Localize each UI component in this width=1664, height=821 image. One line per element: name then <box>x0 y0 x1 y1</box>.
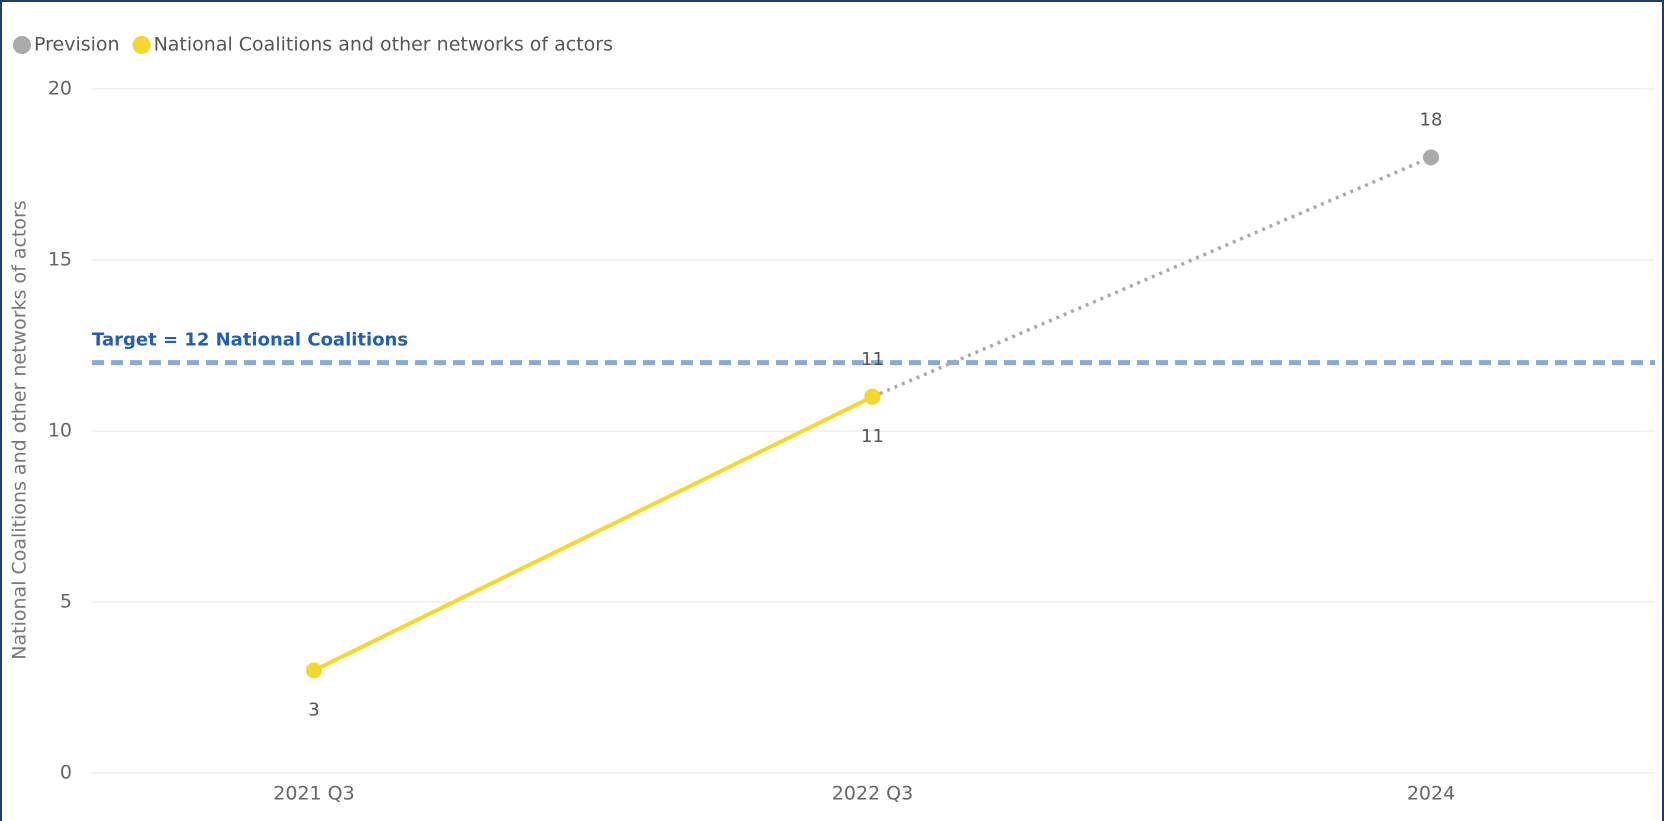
series-line <box>313 395 874 673</box>
y-tick-label: 20 <box>48 78 72 100</box>
y-tick-label: 10 <box>48 420 72 442</box>
y-tick-label: 5 <box>60 591 72 613</box>
data-point <box>306 662 322 679</box>
data-label: 11 <box>861 349 884 370</box>
target-label: Target = 12 National Coalitions <box>92 330 408 351</box>
series-line <box>871 155 1432 399</box>
data-point <box>1423 149 1439 166</box>
y-tick-label: 0 <box>60 762 72 784</box>
y-tick-label: 15 <box>48 249 72 271</box>
y-axis-label: National Coalitions and other networks o… <box>9 200 31 659</box>
x-tick-label: 2024 <box>1407 783 1455 805</box>
data-label: 3 <box>308 699 319 720</box>
legend-label: National Coalitions and other networks o… <box>154 34 613 56</box>
legend-marker <box>13 36 31 54</box>
legend-label: Prevision <box>34 34 120 56</box>
x-tick-label: 2021 Q3 <box>273 783 354 805</box>
data-label: 18 <box>1420 109 1443 130</box>
legend-marker <box>132 36 151 54</box>
data-point <box>864 388 881 405</box>
x-tick-label: 2022 Q3 <box>832 783 913 805</box>
data-label: 11 <box>861 426 884 447</box>
